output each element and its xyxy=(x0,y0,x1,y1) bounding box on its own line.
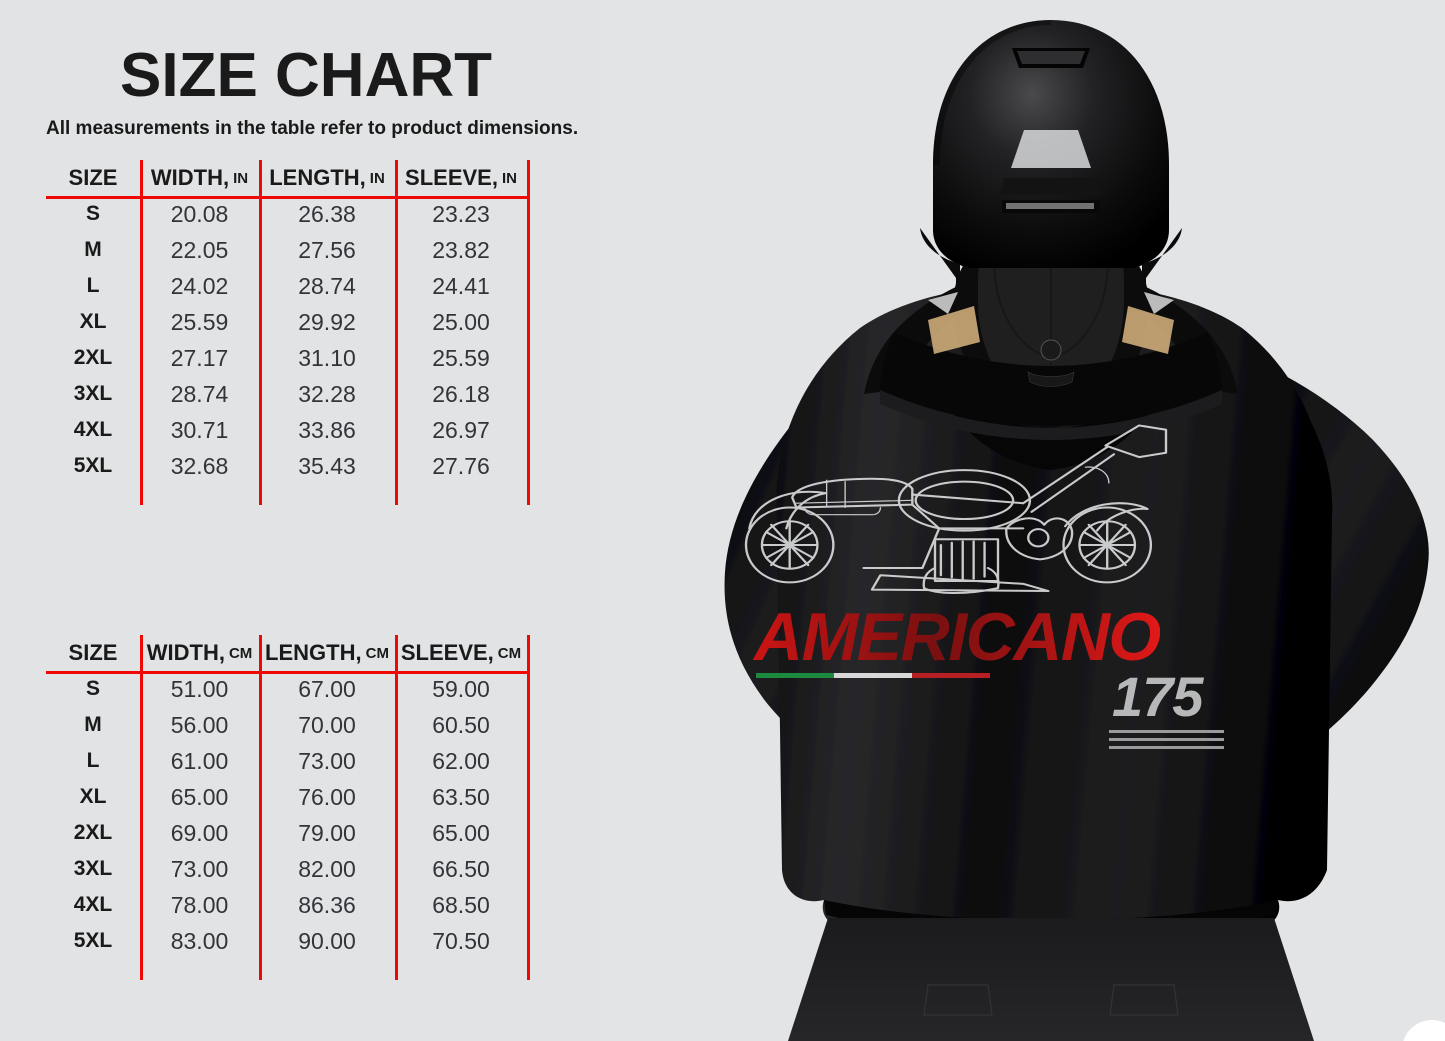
svg-text:AMERICANO: AMERICANO xyxy=(752,599,1160,675)
svg-text:175: 175 xyxy=(1112,665,1204,728)
